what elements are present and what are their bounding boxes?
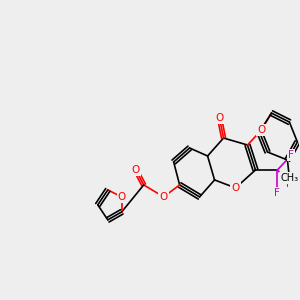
Text: CH₃: CH₃ [280,173,298,183]
Text: O: O [257,125,266,135]
Text: O: O [215,113,224,123]
Text: O: O [160,192,168,202]
Text: O: O [231,183,240,193]
Text: F: F [274,188,280,198]
Text: O: O [118,192,126,202]
Text: O: O [132,165,140,175]
Text: F: F [286,179,292,189]
Text: F: F [289,150,294,160]
